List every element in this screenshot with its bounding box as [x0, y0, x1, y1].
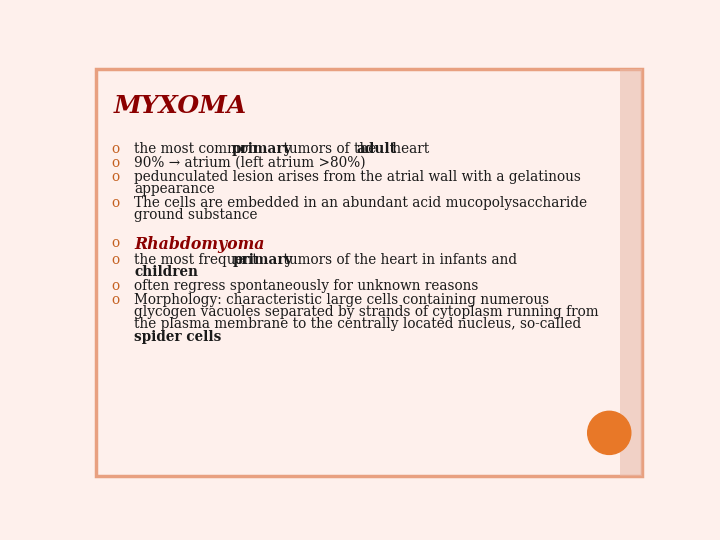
Text: appearance: appearance — [134, 182, 215, 196]
Bar — [620, 70, 642, 476]
Text: MYXOMA: MYXOMA — [113, 94, 246, 118]
Text: The cells are embedded in an abundant acid mucopolysaccharide: The cells are embedded in an abundant ac… — [134, 195, 588, 210]
Text: 90% → atrium (left atrium >80%): 90% → atrium (left atrium >80%) — [134, 156, 366, 170]
Text: o: o — [111, 156, 120, 170]
Text: ground substance: ground substance — [134, 208, 258, 222]
Circle shape — [588, 411, 631, 455]
Text: the most frequent: the most frequent — [134, 253, 262, 267]
Text: primary: primary — [232, 142, 292, 156]
Text: the plasma membrane to the centrally located nucleus, so-called: the plasma membrane to the centrally loc… — [134, 318, 582, 332]
Text: o: o — [111, 253, 120, 267]
Text: o: o — [111, 293, 120, 307]
Text: Rhabdomyoma: Rhabdomyoma — [134, 236, 265, 253]
Text: o: o — [111, 142, 120, 156]
Text: o: o — [111, 195, 120, 210]
Text: often regress spontaneously for unknown reasons: often regress spontaneously for unknown … — [134, 279, 479, 293]
Text: pedunculated lesion arises from the atrial wall with a gelatinous: pedunculated lesion arises from the atri… — [134, 170, 581, 184]
Text: tumors of the: tumors of the — [279, 142, 380, 156]
Text: o: o — [111, 170, 120, 184]
Text: children: children — [134, 265, 198, 279]
Text: heart: heart — [388, 142, 429, 156]
Text: tumors of the heart in infants and: tumors of the heart in infants and — [279, 253, 518, 267]
Text: primary: primary — [233, 253, 293, 267]
Text: o: o — [111, 236, 120, 249]
Text: adult: adult — [357, 142, 397, 156]
Text: Morphology: characteristic large cells containing numerous: Morphology: characteristic large cells c… — [134, 293, 549, 307]
Text: the most common: the most common — [134, 142, 261, 156]
Text: o: o — [111, 279, 120, 293]
Text: glycogen vacuoles separated by strands of cytoplasm running from: glycogen vacuoles separated by strands o… — [134, 305, 599, 319]
Text: spider cells: spider cells — [134, 330, 222, 343]
